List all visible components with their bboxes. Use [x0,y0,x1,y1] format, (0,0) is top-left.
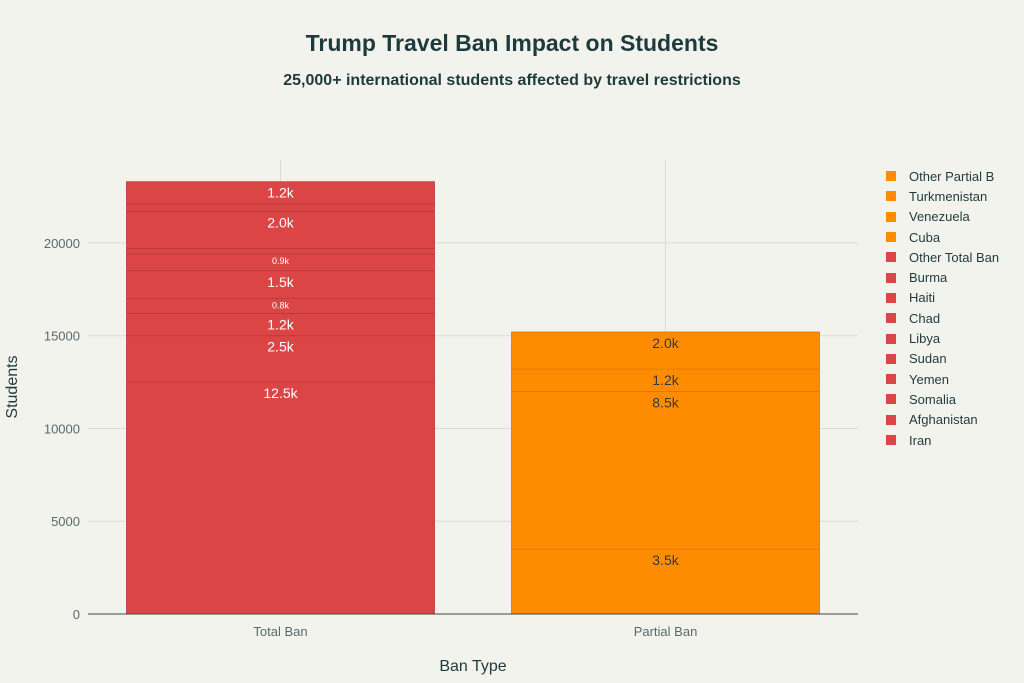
bar-segment-afghanistan [126,335,435,383]
legend-item[interactable]: Libya [886,328,999,348]
legend-label: Chad [909,310,941,326]
data-label: 0.9k [272,256,290,266]
legend-label: Venezuela [909,209,970,225]
legend-swatch [886,292,896,303]
data-label: 1.2k [267,316,294,332]
legend-swatch [886,252,896,263]
data-label: 1.2k [652,372,679,388]
legend-swatch [886,211,896,222]
bar-segment-chad [126,248,435,255]
legend-swatch [886,435,896,445]
legend-item[interactable]: Chad [886,308,999,328]
y-tick-label: 5000 [51,514,80,529]
data-label: 0.8k [272,301,290,311]
legend-item[interactable]: Other Partial B [886,166,999,186]
legend-item[interactable]: Burma [886,267,999,287]
y-tick-label: 20000 [44,236,80,251]
legend-item[interactable]: Afghanistan [886,410,999,430]
legend-label: Other Partial B [909,168,995,184]
legend-swatch [886,394,896,405]
legend-label: Haiti [909,290,936,306]
bar-segment-haiti [126,210,435,249]
legend-label: Somalia [909,391,956,407]
y-tick-label: 10000 [44,421,80,436]
data-label: 2.0k [267,214,294,230]
data-label: 3.5k [652,552,679,568]
legend-item[interactable]: Yemen [886,369,999,389]
chart-title: Trump Travel Ban Impact on Students [305,30,719,56]
x-tick-label: Partial Ban [634,624,698,639]
legend-label: Other Total Ban [909,249,1000,265]
x-tick-label: Total Ban [253,624,307,639]
bar-segment-burma [126,203,435,212]
data-label: 12.5k [263,385,298,401]
legend-label: Iran [909,432,932,448]
y-axis-title: Students [4,355,21,418]
legend-label: Turkmenistan [909,188,988,204]
y-tick-label: 15000 [44,329,80,344]
legend-swatch [886,272,896,283]
bar-segment-cuba [511,548,820,615]
legend-item[interactable]: Sudan [886,349,999,369]
legend-item[interactable]: Venezuela [886,207,999,227]
legend-item[interactable]: Cuba [886,227,999,247]
legend-label: Cuba [909,229,941,245]
legend-item[interactable]: Haiti [886,288,999,308]
legend-swatch [886,353,896,364]
legend-label: Yemen [909,371,949,387]
legend-item[interactable]: Iran [886,430,999,450]
data-label: 8.5k [652,394,679,410]
bar-segment-other-total-ban [126,181,435,205]
legend-swatch [886,414,896,425]
bar-segment-other-partial-b [511,331,820,370]
bar-segment-venezuela [511,390,820,550]
legend-swatch [886,232,896,243]
bar-segment-sudan [126,270,435,299]
legend-swatch [886,171,896,182]
bar-segment-iran [126,381,435,615]
legend-item[interactable]: Other Total Ban [886,247,999,267]
data-label: 1.5k [267,274,294,290]
legend-label: Burma [909,270,948,286]
legend-swatch [886,191,896,202]
legend: Other Partial B Turkmenistan Venezuela Cuba… [886,166,999,450]
legend-swatch [886,333,896,344]
legend-label: Afghanistan [909,412,978,428]
data-label: 1.2k [267,185,294,201]
legend-swatch [886,374,896,385]
chart-subtitle: 25,000+ international students affected … [283,72,741,89]
legend-item[interactable]: Turkmenistan [886,186,999,206]
data-label: 2.5k [267,339,294,355]
legend-label: Sudan [909,351,947,367]
x-axis-title: Ban Type [439,658,506,675]
data-label: 2.0k [652,335,679,351]
legend-swatch [886,313,896,324]
legend-label: Libya [909,331,941,347]
y-tick-label: 0 [73,607,80,622]
legend-item[interactable]: Somalia [886,389,999,409]
